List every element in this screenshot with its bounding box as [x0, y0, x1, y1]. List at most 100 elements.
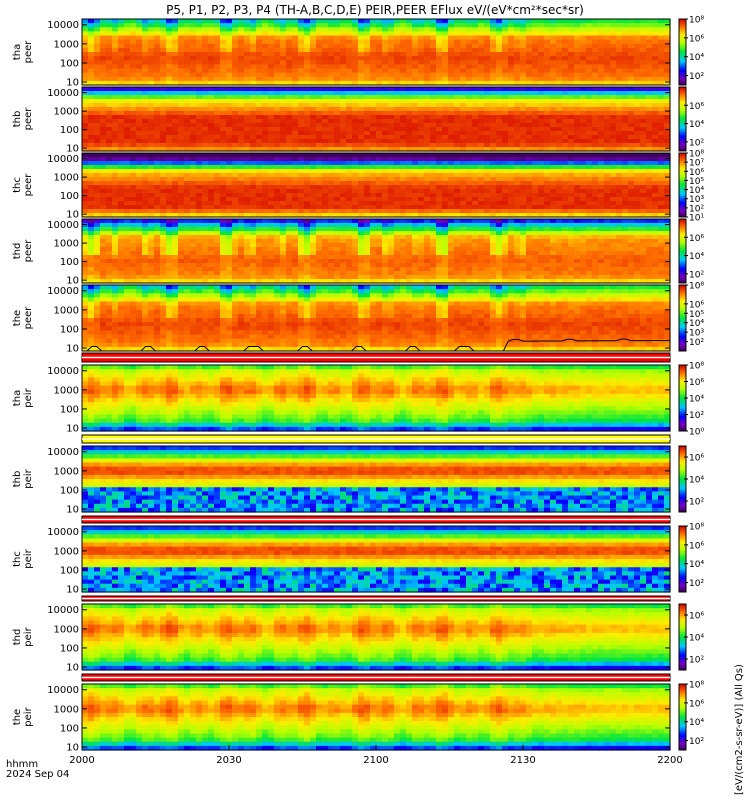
y-tick-label: 10 — [66, 210, 79, 221]
colorbar-tick-label: 10⁵ — [689, 177, 704, 187]
heatmap-cell — [568, 111, 575, 116]
heatmap-cell — [256, 95, 263, 100]
heatmap-cell — [664, 103, 671, 108]
heatmap-cell — [358, 131, 365, 136]
heatmap-cell — [454, 103, 461, 108]
heatmap-cell — [586, 64, 593, 70]
heatmap-cell — [220, 68, 227, 74]
heatmap-cell — [346, 185, 353, 190]
heatmap-cell — [244, 131, 251, 136]
heatmap-cell — [646, 161, 653, 166]
heatmap-cell — [328, 197, 335, 202]
heatmap-cell — [640, 23, 647, 28]
heatmap-cell — [256, 209, 263, 214]
heatmap-cell — [508, 185, 515, 190]
heatmap-cell — [508, 31, 515, 37]
heatmap-cell — [514, 205, 521, 210]
heatmap-cell — [538, 189, 545, 194]
heatmap-cell — [100, 64, 107, 70]
heatmap-cell — [538, 193, 545, 198]
heatmap-cell — [136, 60, 143, 65]
heatmap-cell — [352, 87, 359, 92]
colorbar-tick-label: 10⁶ — [689, 34, 704, 44]
heatmap-cell — [466, 185, 473, 190]
heatmap-cell — [106, 263, 113, 268]
heatmap-cell — [358, 135, 365, 140]
heatmap-cell — [88, 185, 95, 190]
heatmap-cell — [262, 201, 269, 206]
heatmap-cell — [316, 209, 323, 214]
heatmap-cell — [394, 201, 401, 206]
heatmap-cell — [316, 91, 323, 96]
heatmap-cell — [652, 43, 659, 49]
heatmap-cell — [640, 197, 647, 202]
heatmap-cell — [658, 165, 665, 170]
heatmap-cell — [136, 197, 143, 202]
heatmap-cell — [130, 189, 137, 194]
heatmap-cell — [550, 193, 557, 198]
heatmap-cell — [202, 177, 209, 182]
heatmap-cell — [370, 161, 377, 166]
heatmap-cell — [112, 91, 119, 96]
heatmap-cell — [616, 189, 623, 194]
heatmap-cell — [520, 135, 527, 140]
heatmap-cell — [478, 201, 485, 206]
heatmap-cell — [358, 143, 365, 148]
heatmap-cell — [586, 165, 593, 170]
heatmap-cell — [142, 123, 149, 128]
heatmap-cell — [208, 95, 215, 100]
heatmap-cell — [136, 173, 143, 178]
heatmap-cell — [226, 111, 233, 116]
heatmap-cell — [496, 169, 503, 174]
heatmap-cell — [268, 47, 275, 53]
heatmap-cell — [592, 193, 599, 198]
heatmap-cell — [130, 169, 137, 174]
heatmap-cell — [88, 177, 95, 182]
heatmap-cell — [574, 147, 581, 152]
heatmap-cell — [586, 52, 593, 57]
colorbar-step — [679, 167, 686, 170]
heatmap-cell — [136, 131, 143, 136]
heatmap-cell — [232, 52, 239, 57]
heatmap-cell — [232, 193, 239, 198]
heatmap-cell — [628, 99, 635, 104]
heatmap-cell — [244, 68, 251, 74]
heatmap-cell — [220, 201, 227, 206]
heatmap-cell — [394, 209, 401, 214]
heatmap-cell — [364, 95, 371, 100]
heatmap-cell — [130, 123, 137, 128]
heatmap-cell — [346, 173, 353, 178]
heatmap-cell — [250, 35, 257, 41]
heatmap-cell — [100, 235, 107, 240]
heatmap-cell — [526, 60, 533, 65]
heatmap-cell — [574, 189, 581, 194]
heatmap-cell — [376, 139, 383, 144]
heatmap-cell — [628, 157, 635, 162]
heatmap-cell — [136, 185, 143, 190]
heatmap-cell — [352, 43, 359, 49]
heatmap-cell — [376, 213, 383, 218]
heatmap-cell — [106, 39, 113, 45]
colorbar-step — [679, 101, 686, 104]
heatmap-cell — [502, 131, 509, 136]
heatmap-cell — [610, 147, 617, 152]
heatmap-cell — [352, 119, 359, 124]
colorbar-step — [679, 153, 686, 156]
heatmap-cell — [460, 161, 467, 166]
heatmap-cell — [352, 99, 359, 104]
heatmap-cell — [496, 161, 503, 166]
heatmap-cell — [622, 153, 629, 158]
heatmap-cell — [622, 52, 629, 57]
heatmap-cell — [124, 27, 131, 32]
heatmap-cell — [622, 185, 629, 190]
heatmap-cell — [370, 80, 377, 86]
heatmap-cell — [574, 52, 581, 57]
heatmap-cell — [346, 135, 353, 140]
heatmap-cell — [274, 127, 281, 132]
heatmap-cell — [580, 197, 587, 202]
heatmap-cell — [406, 115, 413, 120]
heatmap-cell — [436, 56, 443, 61]
heatmap-cell — [346, 111, 353, 116]
heatmap-cell — [178, 19, 185, 24]
heatmap-cell — [526, 139, 533, 144]
